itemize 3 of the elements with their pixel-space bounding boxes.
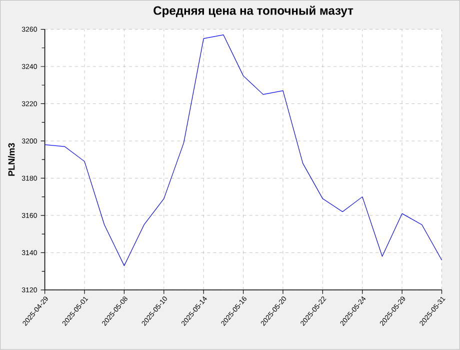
y-axis-title: PLN/m3 [8, 143, 15, 176]
chart-title: Средняя цена на топочный мазут [154, 6, 354, 18]
line-series [44, 34, 442, 266]
